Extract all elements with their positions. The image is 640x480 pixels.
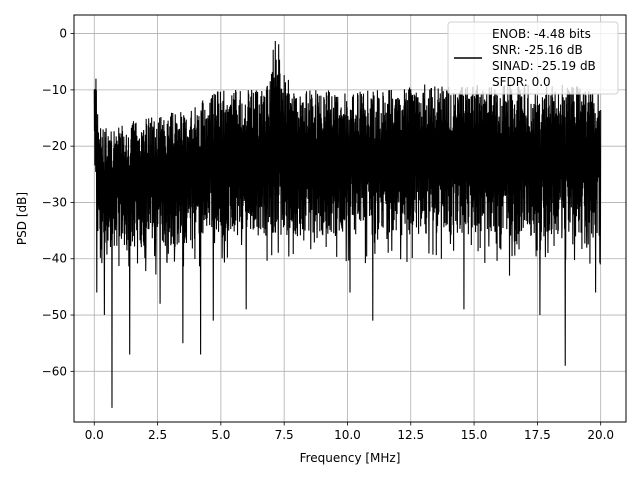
x-tick-label: 17.5: [524, 428, 551, 442]
y-tick-label: −50: [42, 308, 67, 322]
legend-entry: SNR: -25.16 dB: [492, 43, 583, 57]
x-axis-label: Frequency [MHz]: [300, 451, 401, 465]
y-tick-label: −20: [42, 139, 67, 153]
psd-series-line: [93, 41, 602, 408]
x-tick-label: 12.5: [397, 428, 424, 442]
legend-entry: SINAD: -25.19 dB: [492, 59, 596, 73]
y-tick-label: 0: [59, 27, 67, 41]
legend: ENOB: -4.48 bits SNR: -25.16 dB SINAD: -25…: [447, 21, 619, 95]
y-tick-label: −30: [42, 195, 67, 209]
legend-entry: SFDR: 0.0: [492, 75, 551, 89]
x-axis: 0.0 2.5 5.0 7.5 10.0 12.5 15.0 17.5 20.0: [85, 422, 614, 442]
x-tick-label: 7.5: [275, 428, 294, 442]
y-tick-label: −40: [42, 252, 67, 266]
y-tick-label: −60: [42, 364, 67, 378]
legend-entry: ENOB: -4.48 bits: [492, 27, 591, 41]
plot-frame: [73, 14, 627, 423]
x-tick-label: 5.0: [211, 428, 230, 442]
y-axis-label: PSD [dB]: [15, 192, 29, 245]
x-tick-label: 15.0: [461, 428, 488, 442]
x-tick-label: 10.0: [334, 428, 361, 442]
x-tick-label: 0.0: [85, 428, 104, 442]
x-tick-label: 20.0: [587, 428, 614, 442]
series-group: [93, 41, 602, 408]
y-tick-label: −10: [42, 83, 67, 97]
y-axis: 0 −10 −20 −30 −40 −50 −60: [42, 27, 74, 378]
legend-box: [447, 21, 619, 95]
x-tick-label: 2.5: [148, 428, 167, 442]
